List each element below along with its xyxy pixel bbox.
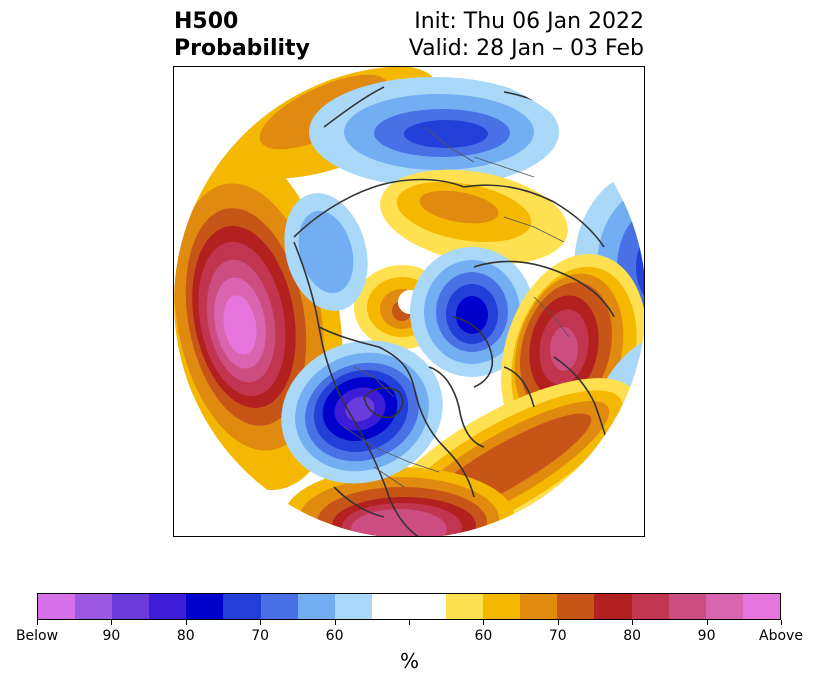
- greenland-below-anomaly: [410, 247, 534, 377]
- colorbar-tick: [111, 620, 113, 625]
- probability-map: [174, 67, 644, 536]
- colorbar-tick-label: 70: [251, 628, 270, 644]
- colorbar-segment: [186, 594, 224, 619]
- colorbar-segment: [631, 594, 669, 619]
- colorbar-segment: [149, 594, 187, 619]
- colorbar-segment: [520, 594, 558, 619]
- colorbar-segment: [483, 594, 521, 619]
- title-left: H500 Probability: [174, 8, 310, 62]
- colorbar-tick: [483, 620, 485, 625]
- colorbar-tick: [557, 620, 559, 625]
- colorbar-segment: [112, 594, 150, 619]
- colorbar-segment: [260, 594, 298, 619]
- colorbar-tick: [37, 620, 38, 625]
- central-asia-below-anomaly: [309, 77, 559, 187]
- central-canada-below-anomaly: [281, 340, 443, 484]
- arctic-above-band: [380, 169, 568, 265]
- valid-period: Valid: 28 Jan – 03 Feb: [408, 36, 644, 61]
- colorbar-segment: [334, 594, 372, 619]
- colorbar-tick: [185, 620, 187, 625]
- colorbar-tick: [632, 620, 634, 625]
- colorbar-tick: [781, 620, 782, 625]
- colorbar-tick-labels: Below 90 80 70 60 60 70 80 90 Above: [16, 628, 803, 646]
- colorbar-tick: [706, 620, 708, 625]
- colorbar-segment: [446, 594, 484, 619]
- colorbar-tick: [334, 620, 336, 625]
- colorbar-segment: [297, 594, 335, 619]
- init-time: Init: Thu 06 Jan 2022: [414, 9, 644, 34]
- colorbar-segment: [75, 594, 113, 619]
- west-canada-below-anomaly: [284, 193, 368, 311]
- colorbar-tick-label: 80: [176, 628, 195, 644]
- colorbar-tick-label: 70: [548, 628, 567, 644]
- colorbar-ticks: [37, 620, 782, 628]
- colorbar-segment: [668, 594, 706, 619]
- colorbar-unit: %: [399, 649, 419, 673]
- colorbar-tick-label: 60: [474, 628, 493, 644]
- title-right: Init: Thu 06 Jan 2022 Valid: 28 Jan – 03…: [409, 8, 644, 62]
- colorbar-segment: [705, 594, 743, 619]
- colorbar-segment: [38, 594, 76, 619]
- map-panel: [173, 66, 645, 537]
- colorbar-segment: [557, 594, 595, 619]
- colorbar-tick: [260, 620, 262, 625]
- colorbar-tick-label: Above: [759, 628, 803, 644]
- probability-colorbar: [37, 593, 781, 620]
- colorbar-tick-label: 60: [325, 628, 344, 644]
- colorbar-segment: [223, 594, 261, 619]
- colorbar-tick-label: 80: [623, 628, 642, 644]
- colorbar-segment: [371, 594, 409, 619]
- colorbar-tick-label: Below: [15, 628, 59, 644]
- title-variable: H500: [174, 9, 239, 34]
- colorbar-tick-label: 90: [697, 628, 716, 644]
- colorbar-segment: [742, 594, 780, 619]
- title-product: Probability: [174, 36, 310, 61]
- borders: [343, 126, 570, 488]
- colorbar-segment: [408, 594, 447, 619]
- colorbar-tick: [409, 620, 410, 625]
- colorbar-tick-label: 90: [102, 628, 121, 644]
- colorbar-segment: [594, 594, 632, 619]
